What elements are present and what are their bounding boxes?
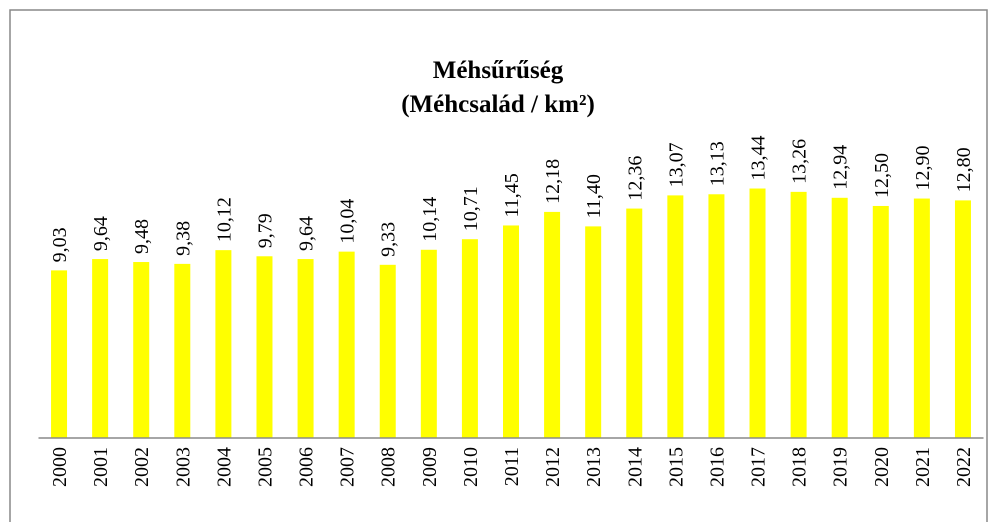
- bar: [338, 251, 355, 438]
- data-label: 10,12: [213, 197, 235, 242]
- x-tick-label: 2009: [419, 447, 441, 487]
- x-tick-label: 2006: [296, 447, 318, 487]
- x-tick-label: 2013: [583, 447, 605, 487]
- x-tick-label: 2004: [213, 447, 235, 487]
- data-label: 9,48: [131, 219, 153, 254]
- x-tick-label: 2016: [706, 447, 728, 487]
- bar: [954, 200, 971, 438]
- x-tick-label: 2017: [748, 447, 770, 487]
- data-label: 12,50: [871, 153, 893, 198]
- data-label: 12,18: [542, 159, 564, 204]
- data-label: 9,64: [296, 216, 318, 251]
- bar: [297, 259, 314, 438]
- bar: [379, 264, 396, 438]
- bar: [626, 208, 643, 438]
- x-tick-label: 2022: [953, 447, 975, 487]
- x-tick-label: 2007: [337, 447, 359, 487]
- x-tick-label: 2000: [49, 447, 71, 487]
- chart-subtitle: (Méhcsalád / km²): [401, 91, 595, 118]
- data-label: 13,26: [789, 139, 811, 184]
- bar: [174, 263, 191, 438]
- data-label: 10,71: [460, 186, 482, 231]
- bar: [667, 195, 684, 438]
- bar: [790, 191, 807, 438]
- bar: [872, 205, 889, 438]
- bar: [133, 262, 150, 438]
- data-label: 13,07: [665, 142, 687, 187]
- chart-title: Méhsűrűség: [433, 57, 564, 84]
- bar: [913, 198, 930, 438]
- data-label: 9,33: [378, 222, 400, 257]
- bar: [420, 249, 437, 438]
- data-label: 12,90: [912, 146, 934, 191]
- x-tick-label: 2019: [830, 447, 852, 487]
- x-tick-label: 2011: [501, 447, 523, 486]
- bar: [544, 211, 561, 438]
- x-tick-label: 2005: [254, 447, 276, 487]
- data-label: 11,40: [583, 174, 605, 218]
- bar: [51, 270, 68, 438]
- data-label: 12,80: [953, 147, 975, 192]
- data-label: 9,64: [90, 216, 112, 251]
- data-label: 11,45: [501, 173, 523, 217]
- data-label: 13,44: [748, 136, 770, 181]
- data-label: 10,04: [337, 199, 359, 244]
- data-label: 12,94: [830, 145, 852, 190]
- x-tick-label: 2015: [665, 447, 687, 487]
- x-tick-label: 2010: [460, 447, 482, 487]
- bar: [585, 226, 602, 438]
- bar: [92, 259, 109, 438]
- x-tick-label: 2014: [624, 447, 646, 487]
- data-label: 9,38: [172, 221, 194, 256]
- bar: [831, 197, 848, 438]
- x-tick-label: 2001: [90, 447, 112, 487]
- bar: [256, 256, 273, 438]
- bar: [749, 188, 766, 438]
- data-label: 10,14: [419, 197, 441, 242]
- data-label: 9,03: [49, 227, 71, 262]
- bar: [461, 239, 478, 438]
- chart-frame: [9, 9, 988, 522]
- x-tick-label: 2021: [912, 447, 934, 487]
- x-tick-label: 2002: [131, 447, 153, 487]
- data-label: 12,36: [624, 156, 646, 201]
- data-label: 9,79: [254, 213, 276, 248]
- x-tick-label: 2018: [789, 447, 811, 487]
- bar: [215, 250, 232, 438]
- data-label: 13,13: [706, 141, 728, 186]
- x-tick-label: 2012: [542, 447, 564, 487]
- bar: [503, 225, 519, 438]
- bar: [708, 194, 725, 438]
- x-tick-label: 2020: [871, 447, 893, 487]
- x-tick-label: 2008: [378, 447, 400, 487]
- x-tick-label: 2003: [172, 447, 194, 487]
